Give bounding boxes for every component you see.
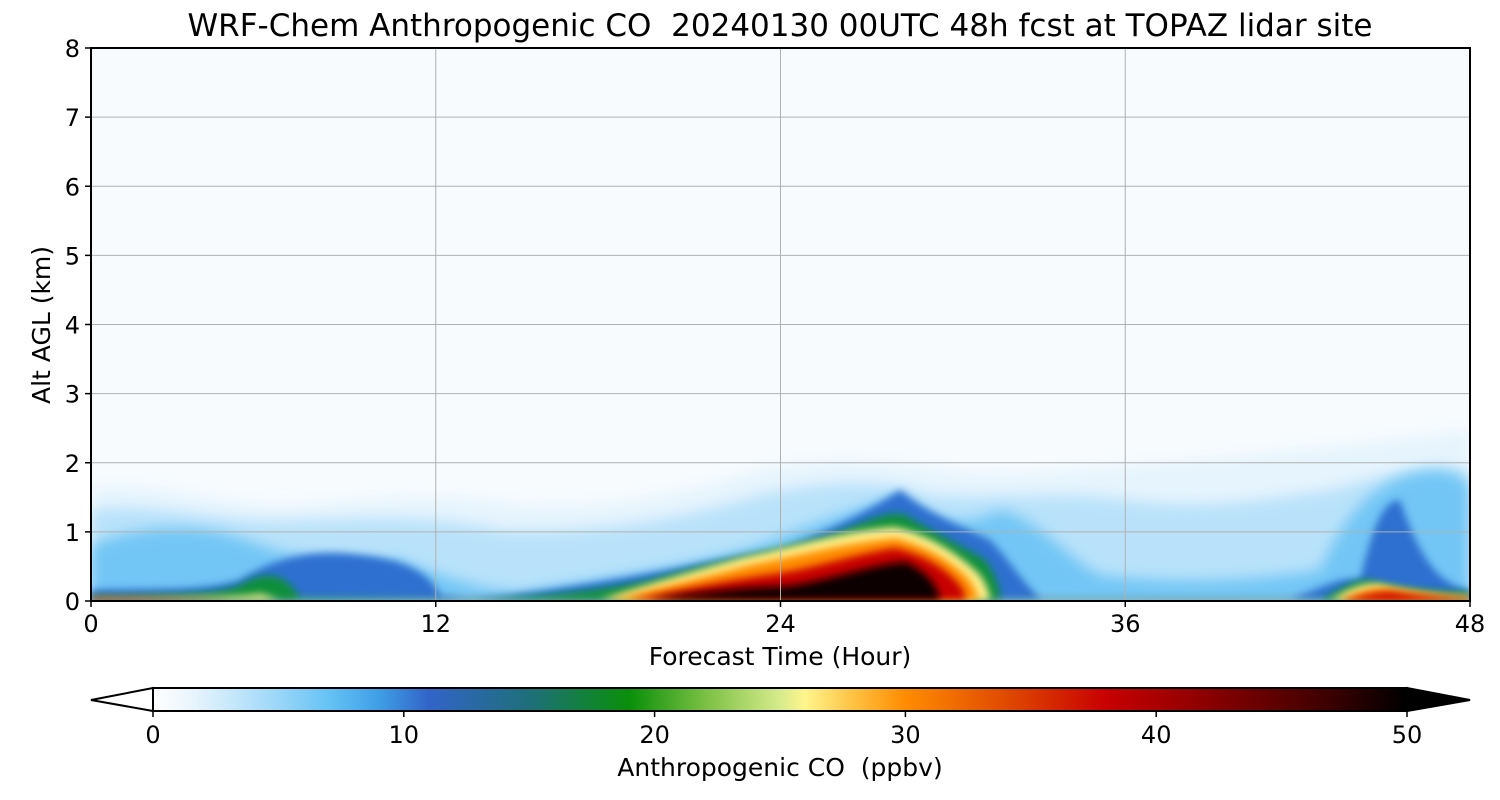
y-tick-label: 4 [65, 312, 80, 340]
colorbar-tick-label: 20 [639, 721, 670, 749]
colorbar-tick-label: 0 [145, 721, 160, 749]
chart-title: WRF-Chem Anthropogenic CO 20240130 00UTC… [187, 8, 1373, 44]
colorbar-body [153, 688, 1407, 711]
colorbar-tick-label: 50 [1392, 721, 1423, 749]
x-tick-label: 12 [420, 610, 451, 638]
y-tick-label: 3 [65, 381, 80, 409]
y-axis-label: Alt AGL (km) [27, 246, 56, 404]
field-layer-black [650, 562, 940, 600]
x-tick-label: 0 [83, 610, 98, 638]
colorbar-ticks: 0 10 20 30 40 50 [145, 711, 1422, 749]
colorbar: 0 10 20 30 40 50 Anthropogenic CO (ppbv) [90, 686, 1471, 782]
x-tick-label: 24 [765, 610, 796, 638]
y-axis-ticks: 0 1 2 3 4 5 6 7 8 [65, 35, 91, 616]
y-tick-label: 0 [65, 588, 80, 616]
x-axis-label: Forecast Time (Hour) [649, 642, 912, 671]
x-tick-label: 48 [1455, 610, 1486, 638]
y-tick-label: 8 [65, 35, 80, 63]
colorbar-tick-label: 30 [890, 721, 921, 749]
y-tick-label: 7 [65, 104, 80, 132]
colorbar-extend-low [90, 686, 154, 713]
colorbar-tick-label: 40 [1141, 721, 1172, 749]
x-tick-label: 36 [1110, 610, 1141, 638]
gridlines [91, 48, 1470, 601]
y-tick-label: 2 [65, 450, 80, 478]
y-tick-label: 1 [65, 519, 80, 547]
colorbar-label: Anthropogenic CO (ppbv) [617, 753, 942, 782]
y-tick-label: 6 [65, 173, 80, 201]
x-axis-ticks: 0 12 24 36 48 [83, 601, 1485, 638]
colorbar-tick-label: 10 [389, 721, 420, 749]
colorbar-frame [152, 687, 1408, 712]
colorbar-extend-high [1406, 686, 1471, 713]
y-tick-label: 5 [65, 242, 80, 270]
